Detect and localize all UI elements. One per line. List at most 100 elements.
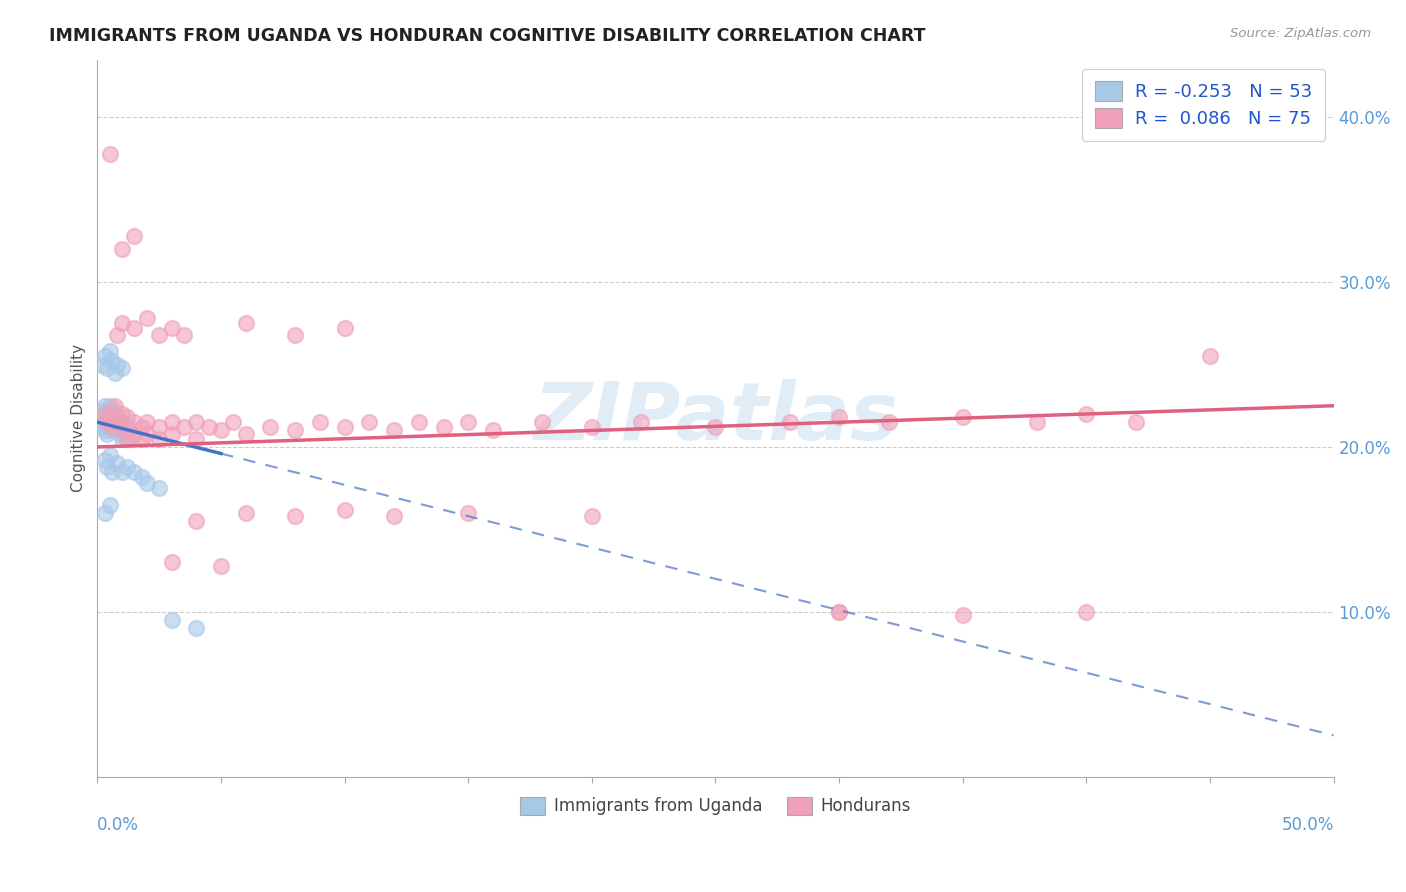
Point — [91, 403, 114, 417]
Point — [96, 415, 118, 429]
Point — [581, 509, 603, 524]
Point — [173, 327, 195, 342]
Point — [91, 358, 114, 372]
Point — [104, 415, 127, 429]
Point — [94, 399, 117, 413]
Point — [114, 424, 136, 438]
Point — [101, 415, 124, 429]
Point — [118, 424, 141, 438]
Point — [101, 424, 124, 438]
Point — [135, 311, 157, 326]
Point — [111, 415, 134, 429]
Point — [104, 366, 127, 380]
Point — [952, 608, 974, 623]
Point — [209, 558, 232, 573]
Point — [94, 407, 117, 421]
Point — [101, 407, 124, 421]
Point — [98, 410, 121, 425]
Point — [877, 415, 900, 429]
Point — [94, 453, 117, 467]
Point — [94, 407, 117, 421]
Legend: Immigrants from Uganda, Hondurans: Immigrants from Uganda, Hondurans — [513, 790, 918, 822]
Point — [105, 327, 128, 342]
Point — [111, 465, 134, 479]
Point — [111, 360, 134, 375]
Point — [115, 432, 138, 446]
Point — [1026, 415, 1049, 429]
Point — [105, 410, 128, 425]
Point — [98, 420, 121, 434]
Point — [333, 420, 356, 434]
Point — [111, 424, 134, 438]
Point — [704, 420, 727, 434]
Point — [457, 415, 479, 429]
Point — [89, 415, 111, 429]
Point — [186, 415, 208, 429]
Point — [309, 415, 332, 429]
Point — [952, 410, 974, 425]
Point — [94, 349, 117, 363]
Point — [235, 426, 257, 441]
Point — [284, 327, 307, 342]
Point — [235, 506, 257, 520]
Point — [408, 415, 430, 429]
Y-axis label: Cognitive Disability: Cognitive Disability — [72, 344, 86, 492]
Text: IMMIGRANTS FROM UGANDA VS HONDURAN COGNITIVE DISABILITY CORRELATION CHART: IMMIGRANTS FROM UGANDA VS HONDURAN COGNI… — [49, 27, 925, 45]
Point — [115, 432, 138, 446]
Point — [135, 476, 157, 491]
Point — [284, 424, 307, 438]
Point — [94, 424, 117, 438]
Point — [333, 321, 356, 335]
Point — [209, 424, 232, 438]
Point — [105, 457, 128, 471]
Point — [828, 410, 851, 425]
Point — [96, 403, 118, 417]
Point — [96, 459, 118, 474]
Point — [124, 229, 146, 244]
Point — [160, 613, 183, 627]
Point — [197, 420, 219, 434]
Point — [108, 426, 131, 441]
Point — [186, 514, 208, 528]
Point — [135, 426, 157, 441]
Point — [111, 316, 134, 330]
Point — [101, 465, 124, 479]
Point — [333, 502, 356, 516]
Point — [1076, 605, 1098, 619]
Point — [108, 415, 131, 429]
Point — [828, 605, 851, 619]
Point — [96, 360, 118, 375]
Point — [105, 358, 128, 372]
Point — [186, 621, 208, 635]
Point — [115, 420, 138, 434]
Point — [135, 415, 157, 429]
Point — [222, 415, 245, 429]
Point — [259, 420, 281, 434]
Point — [131, 432, 153, 446]
Point — [186, 432, 208, 446]
Point — [108, 415, 131, 429]
Text: ZIPatlas: ZIPatlas — [533, 379, 898, 457]
Text: Source: ZipAtlas.com: Source: ZipAtlas.com — [1230, 27, 1371, 40]
Point — [101, 354, 124, 368]
Point — [104, 399, 127, 413]
Point — [828, 605, 851, 619]
Point — [101, 420, 124, 434]
Point — [148, 432, 170, 446]
Point — [96, 426, 118, 441]
Point — [1125, 415, 1147, 429]
Point — [104, 424, 127, 438]
Point — [482, 424, 505, 438]
Point — [124, 426, 146, 441]
Text: 50.0%: 50.0% — [1281, 816, 1334, 834]
Point — [98, 344, 121, 359]
Point — [581, 420, 603, 434]
Point — [457, 506, 479, 520]
Point — [1076, 407, 1098, 421]
Point — [148, 327, 170, 342]
Point — [284, 509, 307, 524]
Point — [160, 426, 183, 441]
Point — [115, 459, 138, 474]
Point — [531, 415, 554, 429]
Point — [382, 424, 405, 438]
